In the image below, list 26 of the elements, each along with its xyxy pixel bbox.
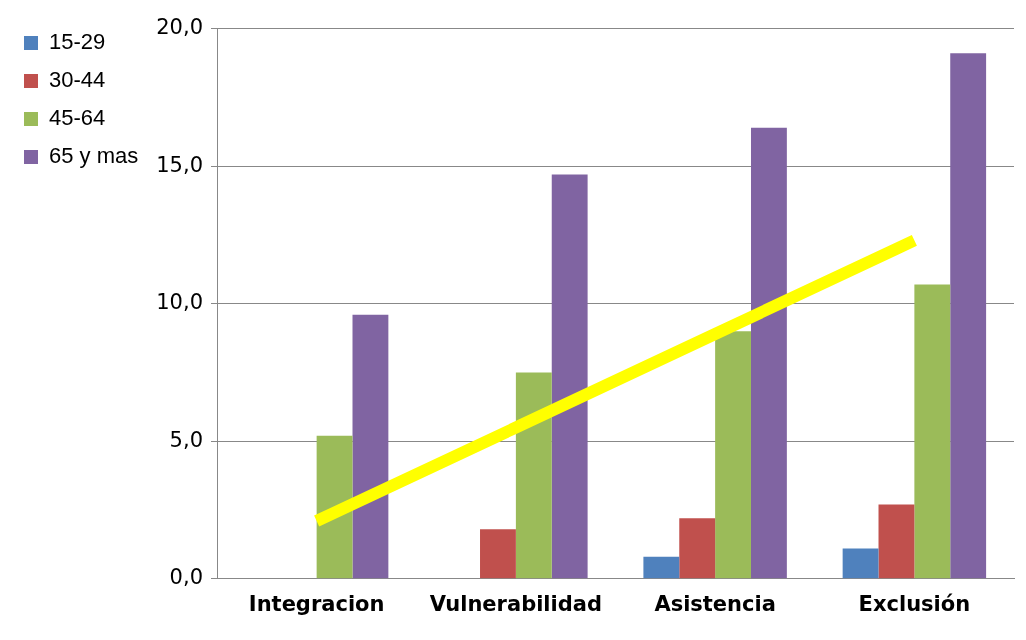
bar bbox=[842, 548, 879, 579]
bar bbox=[352, 314, 389, 579]
y-tick-label: 0,0 bbox=[169, 565, 204, 590]
legend-label: 65 y mas bbox=[49, 143, 139, 169]
bar bbox=[715, 331, 751, 579]
bar bbox=[950, 53, 987, 579]
legend-label: 15-29 bbox=[49, 29, 106, 55]
y-tick-label: 5,0 bbox=[169, 427, 204, 452]
bar bbox=[480, 529, 516, 579]
x-tick-label: Asistencia bbox=[654, 591, 776, 616]
legend-label: 30-44 bbox=[49, 67, 106, 93]
y-tick-label: 15,0 bbox=[156, 152, 204, 177]
bar bbox=[914, 284, 951, 579]
bar bbox=[643, 556, 680, 579]
bar bbox=[679, 518, 716, 579]
bar bbox=[316, 435, 353, 579]
bar bbox=[751, 127, 787, 579]
bar bbox=[515, 372, 552, 579]
x-tick-label: Vulnerabilidad bbox=[429, 591, 603, 616]
y-tick-label: 10,0 bbox=[156, 290, 204, 315]
x-tick-label: Exclusión bbox=[858, 591, 971, 616]
legend-label: 45-64 bbox=[49, 105, 106, 131]
x-tick-label: Integracion bbox=[248, 591, 385, 616]
y-tick-label: 20,0 bbox=[156, 15, 204, 40]
bar bbox=[878, 504, 915, 579]
bar bbox=[551, 174, 588, 579]
